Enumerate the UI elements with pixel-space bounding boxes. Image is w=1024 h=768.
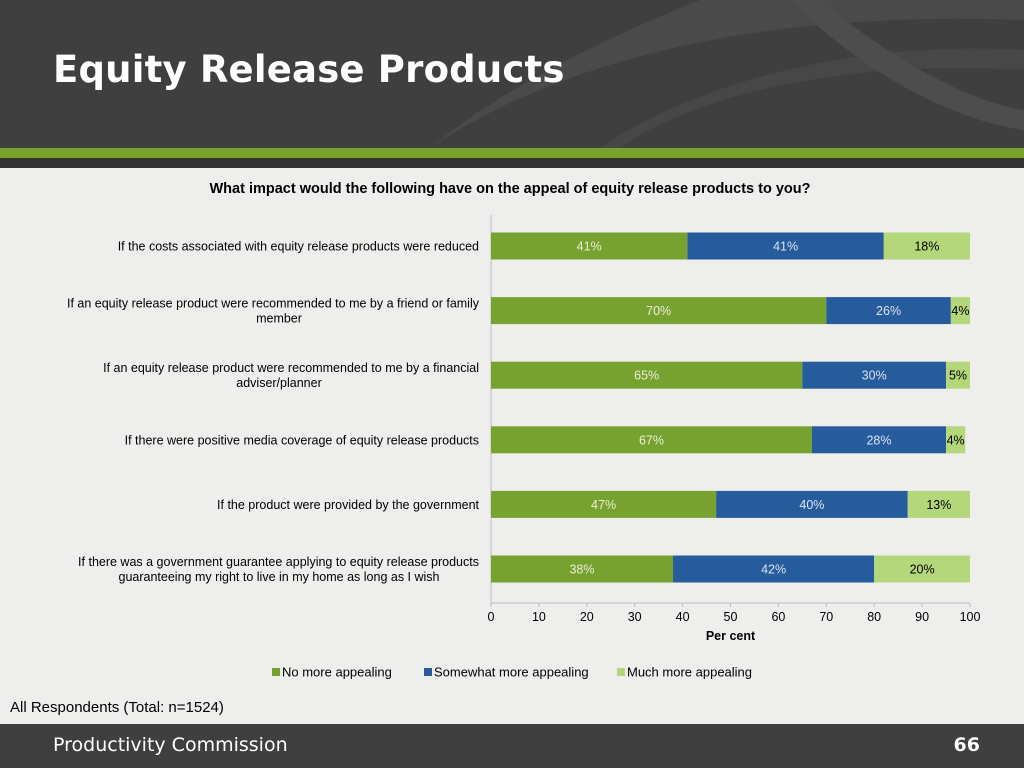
- category-label-line: If an equity release product were recomm…: [103, 361, 479, 375]
- category-label-line: If an equity release product were recomm…: [67, 297, 480, 311]
- category-label-line: guaranteeing my right to live in my home…: [119, 570, 440, 584]
- bar-segment: [716, 490, 908, 518]
- legend-swatch: [272, 668, 280, 676]
- header-dark-band: [0, 158, 1024, 168]
- bar-segment: [802, 361, 947, 389]
- data-label: 20%: [910, 563, 935, 577]
- page-number: 66: [953, 734, 980, 756]
- x-tick-label: 100: [960, 610, 981, 624]
- bar-segment: [687, 232, 884, 260]
- x-tick-label: 30: [628, 610, 642, 624]
- bar-segment: [946, 426, 966, 454]
- bar-segment: [883, 232, 970, 260]
- data-label: 5%: [949, 369, 967, 383]
- category-label-line: If there was a government guarantee appl…: [78, 555, 479, 569]
- x-tick-label: 40: [676, 610, 690, 624]
- chart-container: What impact would the following have on …: [0, 168, 1024, 724]
- data-label: 41%: [577, 240, 602, 254]
- bar-segment: [811, 426, 947, 454]
- header-accent-band: [0, 148, 1024, 158]
- bar-segment: [673, 555, 875, 583]
- slide-title: Equity Release Products: [53, 48, 565, 91]
- footer-organisation: Productivity Commission: [53, 734, 288, 756]
- data-label: 30%: [862, 369, 887, 383]
- legend-label: Much more appealing: [627, 665, 752, 680]
- data-label: 47%: [591, 498, 616, 512]
- category-label-line: adviser/planner: [236, 376, 321, 390]
- data-label: 42%: [761, 563, 786, 577]
- data-label: 4%: [951, 304, 969, 318]
- x-axis-title: Per cent: [706, 629, 756, 643]
- legend-swatch: [617, 668, 625, 676]
- bar-segment: [950, 297, 970, 325]
- data-label: 41%: [773, 240, 798, 254]
- legend-label: Somewhat more appealing: [434, 665, 589, 680]
- legend-label: No more appealing: [282, 665, 392, 680]
- bar-segment: [491, 232, 688, 260]
- bar-segment: [491, 361, 803, 389]
- data-label: 4%: [947, 433, 965, 447]
- category-label: If an equity release product were recomm…: [103, 361, 479, 390]
- bar-segment: [491, 426, 812, 454]
- data-label: 40%: [799, 498, 824, 512]
- category-label: If an equity release product were recomm…: [67, 297, 480, 326]
- data-label: 67%: [639, 433, 664, 447]
- data-label: 26%: [876, 304, 901, 318]
- data-label: 65%: [634, 369, 659, 383]
- header-decoration: [430, 0, 1024, 148]
- data-label: 18%: [914, 240, 939, 254]
- bar-segment: [907, 490, 970, 518]
- category-label-line: member: [256, 312, 302, 326]
- category-label: If the product were provided by the gove…: [217, 498, 479, 512]
- x-tick-label: 80: [867, 610, 881, 624]
- category-label: If there was a government guarantee appl…: [78, 555, 479, 584]
- data-label: 38%: [569, 563, 594, 577]
- data-label: 13%: [926, 498, 951, 512]
- chart-title: What impact would the following have on …: [210, 181, 811, 197]
- x-tick-label: 60: [771, 610, 785, 624]
- category-label: If there were positive media coverage of…: [125, 433, 479, 447]
- data-label: 70%: [646, 304, 671, 318]
- x-tick-label: 70: [819, 610, 833, 624]
- x-tick-label: 10: [532, 610, 546, 624]
- x-tick-label: 50: [724, 610, 738, 624]
- sample-note: All Respondents (Total: n=1524): [10, 699, 224, 716]
- x-tick-label: 20: [580, 610, 594, 624]
- x-tick-label: 90: [915, 610, 929, 624]
- bar-segment: [491, 555, 674, 583]
- bar-segment: [874, 555, 970, 583]
- legend-swatch: [424, 668, 432, 676]
- slide-header: Equity Release Products: [0, 0, 1024, 148]
- bar-segment: [946, 361, 970, 389]
- slide-footer: Productivity Commission 66: [0, 724, 1024, 768]
- category-label: If the costs associated with equity rele…: [118, 240, 479, 254]
- stacked-bar-chart: What impact would the following have on …: [67, 181, 981, 680]
- x-tick-label: 0: [488, 610, 495, 624]
- data-label: 28%: [866, 433, 891, 447]
- bar-segment: [826, 297, 951, 325]
- bar-segment: [491, 490, 717, 518]
- bar-segment: [491, 297, 827, 325]
